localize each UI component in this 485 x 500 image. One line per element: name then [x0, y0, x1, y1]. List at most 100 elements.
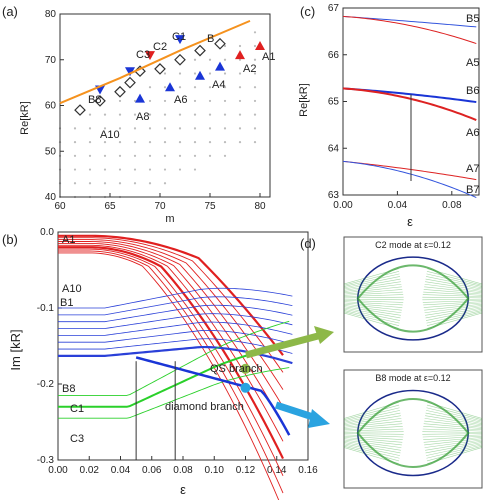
mode-ray	[422, 294, 483, 297]
mode-ray	[343, 426, 403, 431]
grid-dot	[193, 72, 197, 75]
mode-ray	[424, 420, 483, 428]
grid-dot	[208, 113, 212, 116]
y-tick-label: -0.2	[37, 379, 55, 390]
curve-B4	[58, 313, 293, 329]
grid-dot	[193, 58, 197, 61]
qs-branch-arrow	[245, 332, 319, 359]
mode-ray	[423, 291, 483, 296]
y-tick-label: 67	[328, 3, 340, 14]
mode-image-top-title: C2 mode at ε=0.12	[375, 240, 451, 250]
grid-dot	[163, 141, 167, 144]
curve-A6	[342, 87, 477, 121]
diamond-branch-arrowhead	[308, 409, 330, 428]
triangle-up-marker	[135, 93, 145, 103]
grid-dot	[178, 127, 182, 130]
grid-dot	[73, 168, 77, 171]
mode-ray	[423, 302, 483, 308]
panel-c-ylabel: Re[kR]	[298, 83, 310, 117]
panel-b-ticks: 0.00 0.02 0.04 0.06 0.08 0.10 0.12 0.14 0.16 0.0 -…	[37, 227, 318, 476]
x-tick-label: 0.08	[173, 465, 193, 476]
panel-d: C2 mode at ε=0.12 B8 mode at ε=0.12	[343, 236, 483, 489]
curve-A5	[342, 15, 477, 45]
triangle-down-marker	[145, 51, 155, 61]
grid-dot	[118, 141, 122, 144]
mode-ray	[425, 443, 483, 456]
grid-dot	[163, 86, 167, 89]
mode-ray	[426, 310, 483, 324]
triangle-up-marker	[215, 61, 225, 71]
panel-c-xlabel: ε	[407, 214, 413, 229]
mode-ray	[343, 418, 402, 427]
y-tick-label: 64	[328, 143, 340, 154]
mode-ray	[343, 410, 401, 423]
mode-ray	[343, 444, 400, 459]
grid-dot	[253, 44, 257, 48]
x-tick-label: 0.02	[80, 465, 100, 476]
grid-dot	[253, 58, 257, 61]
diamond-marker	[124, 76, 136, 89]
panel-b-xlabel: ε	[180, 482, 186, 497]
grid-dot	[178, 86, 182, 89]
x-tick-label: 0.00	[333, 200, 353, 211]
mode-ray	[343, 276, 401, 289]
triangle-up-marker	[235, 50, 245, 60]
grid-dot	[133, 113, 137, 116]
mode-ray	[343, 434, 404, 438]
annot-A2: A2	[243, 63, 256, 75]
mode-diamond	[356, 264, 470, 333]
panel-b-curves	[58, 234, 293, 500]
triangle-up-marker	[195, 70, 205, 80]
panel-b-labels: A1 A10 B1 B8 C1 C3 QS branch diamond bra…	[60, 234, 263, 445]
grid-dot	[133, 168, 137, 171]
grid-dot	[133, 99, 137, 103]
mode-ray	[343, 437, 403, 443]
mode-ray	[424, 418, 483, 427]
mode-ray	[343, 311, 400, 327]
mode-ray	[422, 298, 483, 301]
label-A6: A6	[466, 127, 479, 139]
diamond-branch-curve	[135, 356, 291, 436]
grid-dot	[208, 127, 212, 130]
label-A5: A5	[466, 57, 479, 69]
annot-C2: C2	[153, 41, 167, 53]
mode-ray	[423, 301, 483, 306]
mode-ray	[343, 310, 400, 324]
mode-ray	[425, 281, 483, 291]
curve-B7	[342, 160, 477, 198]
grid-dot	[223, 99, 227, 103]
x-tick-label: 65	[104, 201, 116, 212]
diamond-marker	[114, 85, 126, 98]
mode-ray	[343, 291, 403, 296]
grid-dot	[208, 58, 212, 61]
grid-dot	[253, 127, 257, 130]
grid-dot	[163, 182, 167, 185]
y-tick-label: 65	[328, 97, 340, 108]
label-diamond-branch: diamond branch	[165, 401, 244, 413]
label-A1: A1	[62, 234, 75, 246]
grid-dot	[103, 113, 107, 116]
qs-branch-marker	[240, 363, 251, 374]
grid-dot	[118, 127, 122, 130]
x-tick-label: 0.16	[298, 465, 318, 476]
diamond-marker	[214, 37, 226, 50]
grid-dot	[253, 113, 257, 116]
annot-A4: A4	[212, 79, 225, 91]
grid-dot	[253, 72, 257, 75]
grid-dot	[133, 141, 137, 144]
mode-ray	[343, 302, 403, 308]
panel-b-ylabel: Im [kR]	[8, 329, 23, 370]
mode-ray	[422, 431, 483, 433]
grid-dot	[88, 141, 92, 144]
mode-ray	[425, 276, 483, 289]
grid-dot	[88, 182, 92, 185]
diamond-branch-arrow	[274, 401, 318, 422]
mode-ray	[343, 439, 402, 448]
grid-dot	[148, 182, 152, 185]
grid-dot	[118, 154, 122, 157]
curve-C3	[58, 367, 290, 419]
y-tick-label: 60	[45, 101, 57, 112]
mode-ray	[424, 305, 483, 314]
mode-ray	[425, 415, 483, 426]
